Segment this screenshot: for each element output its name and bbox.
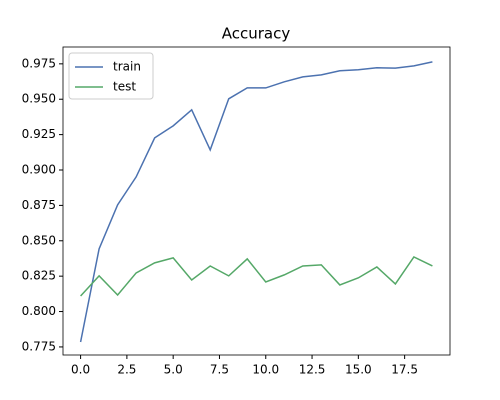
x-tick-label: 10.0 [252, 363, 279, 377]
legend-label: train [113, 60, 141, 74]
line [80, 255, 433, 297]
y-tick-label: 0.950 [22, 92, 56, 106]
x-tick-label: 0.0 [71, 363, 90, 377]
y-tick-label: 0.900 [22, 163, 56, 177]
legend-label: test [113, 80, 136, 94]
x-tick-label: 7.5 [210, 363, 229, 377]
x-tick-label: 5.0 [164, 363, 183, 377]
y-tick-label: 0.875 [22, 198, 56, 212]
chart-title: Accuracy [222, 25, 291, 43]
x-tick-label: 17.5 [391, 363, 418, 377]
x-tick-label: 12.5 [299, 363, 326, 377]
x-tick-label: 2.5 [117, 363, 136, 377]
line [79, 61, 433, 343]
y-tick-label: 0.775 [22, 339, 56, 353]
x-tick-label: 15.0 [345, 363, 372, 377]
y-tick-label: 0.925 [22, 127, 56, 141]
y-tick-label: 0.975 [22, 56, 56, 70]
y-tick-label: 0.800 [22, 304, 56, 318]
y-tick-label: 0.850 [22, 233, 56, 247]
plot-frame [62, 46, 451, 356]
y-tick-label: 0.825 [22, 269, 56, 283]
